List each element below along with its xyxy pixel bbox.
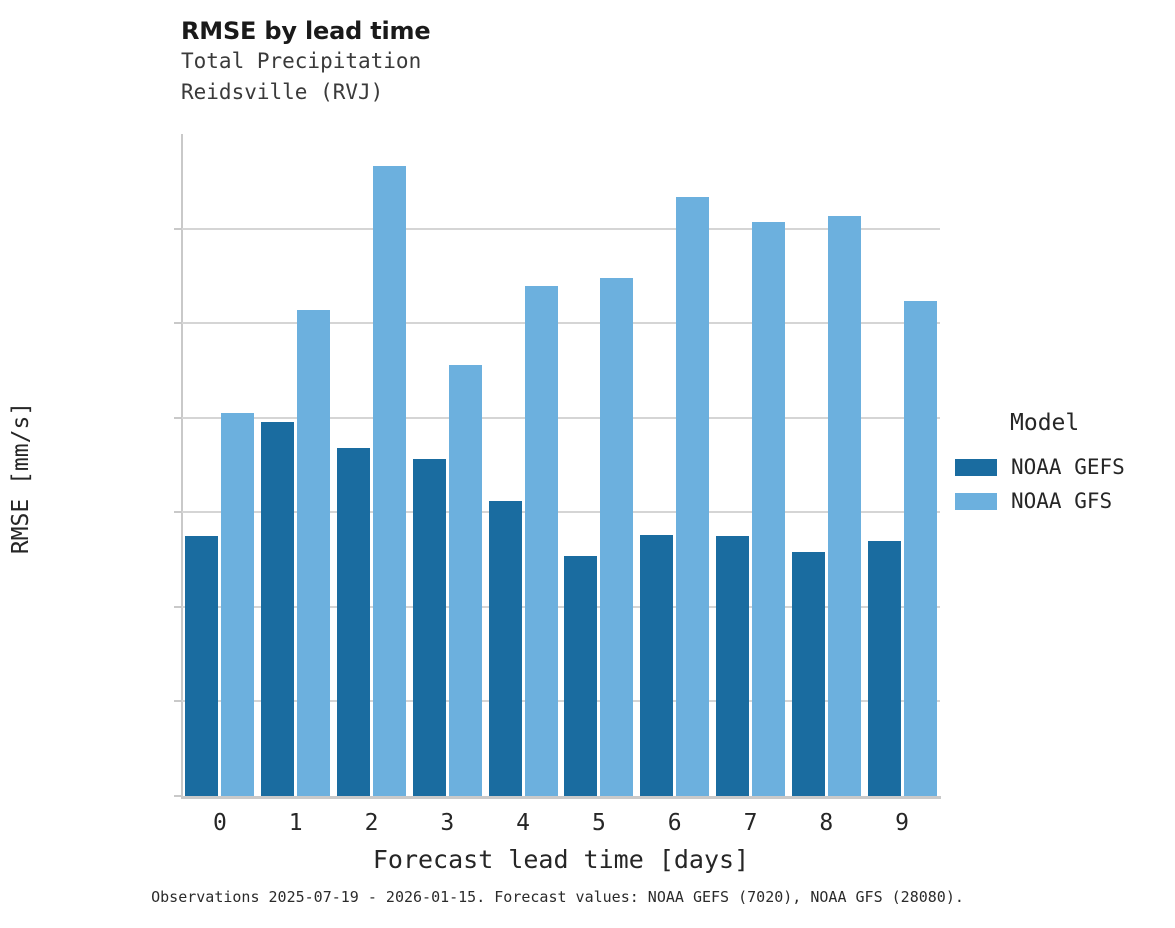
bar-noaa-gfs-day-1 xyxy=(297,309,331,796)
plot-area xyxy=(174,134,940,797)
x-axis-line xyxy=(181,796,941,799)
legend: Model NOAA GEFS NOAA GFS xyxy=(955,408,1170,518)
bar-noaa-gefs-day-5 xyxy=(564,555,598,796)
bar-noaa-gefs-day-4 xyxy=(488,501,522,796)
gridline xyxy=(182,605,940,608)
x-axis-title: Forecast lead time [days] xyxy=(372,845,750,874)
gridline xyxy=(182,700,940,703)
legend-item[interactable]: NOAA GEFS xyxy=(955,450,1170,484)
bar-noaa-gefs-day-7 xyxy=(716,535,749,796)
x-axis-tick-label: 9 xyxy=(895,810,910,836)
bar-noaa-gefs-day-8 xyxy=(791,552,825,796)
y-axis-tick xyxy=(174,511,182,514)
subtitle-variable: Total Precipitation xyxy=(181,49,422,73)
subtitle-station: Reidsville (RVJ) xyxy=(181,80,384,104)
page-title: RMSE by lead time xyxy=(181,17,431,45)
bar-noaa-gefs-day-6 xyxy=(640,534,674,796)
legend-item-label: NOAA GEFS xyxy=(1011,455,1125,479)
x-axis-tick-label: 3 xyxy=(440,810,455,836)
gridline xyxy=(182,322,940,325)
x-axis-tick-label: 0 xyxy=(212,810,227,836)
x-axis-tick-label: 6 xyxy=(667,810,682,836)
y-axis-tick xyxy=(174,416,182,419)
legend-title: Model xyxy=(1010,410,1080,436)
bar-noaa-gfs-day-6 xyxy=(676,197,710,796)
bar-noaa-gefs-day-0 xyxy=(185,535,219,796)
bar-noaa-gefs-day-2 xyxy=(337,448,370,796)
bar-noaa-gfs-day-9 xyxy=(903,300,937,796)
x-axis-tick-label: 8 xyxy=(819,810,834,836)
y-axis-tick xyxy=(174,700,182,703)
bar-noaa-gefs-day-9 xyxy=(867,540,901,796)
x-axis-tick-label: 4 xyxy=(516,810,531,836)
y-axis-tick xyxy=(174,605,182,608)
bar-noaa-gfs-day-2 xyxy=(373,166,406,796)
bar-noaa-gfs-day-8 xyxy=(827,216,861,796)
x-axis-tick-label: 7 xyxy=(743,810,758,836)
bar-noaa-gfs-day-5 xyxy=(600,278,634,796)
y-axis-tick xyxy=(174,227,182,230)
legend-swatch-icon xyxy=(955,492,997,510)
footer-note: Observations 2025-07-19 - 2026-01-15. Fo… xyxy=(151,888,964,906)
legend-item[interactable]: NOAA GFS xyxy=(955,484,1170,518)
x-axis-tick-label: 5 xyxy=(591,810,606,836)
y-axis-tick xyxy=(174,795,182,797)
x-axis-tick-label: 1 xyxy=(288,810,303,836)
x-axis-tick-label: 2 xyxy=(364,810,379,836)
legend-item-label: NOAA GFS xyxy=(1011,489,1113,513)
bar-noaa-gfs-day-3 xyxy=(448,365,482,796)
gridline xyxy=(182,416,940,419)
title-block: RMSE by lead time Total Precipitation Re… xyxy=(181,16,881,108)
legend-swatch-icon xyxy=(955,458,997,476)
bar-noaa-gfs-day-0 xyxy=(221,413,255,796)
y-axis-title: RMSE [mm/s] xyxy=(8,401,34,555)
gridline xyxy=(182,511,940,514)
y-axis-tick xyxy=(174,322,182,325)
bar-noaa-gfs-day-7 xyxy=(752,222,785,796)
y-axis-line xyxy=(181,134,183,798)
legend-entries: NOAA GEFS NOAA GFS xyxy=(955,450,1170,518)
bar-noaa-gefs-day-1 xyxy=(261,421,295,796)
bar-noaa-gefs-day-3 xyxy=(412,459,446,796)
bar-noaa-gfs-day-4 xyxy=(524,286,558,796)
gridline xyxy=(182,227,940,230)
